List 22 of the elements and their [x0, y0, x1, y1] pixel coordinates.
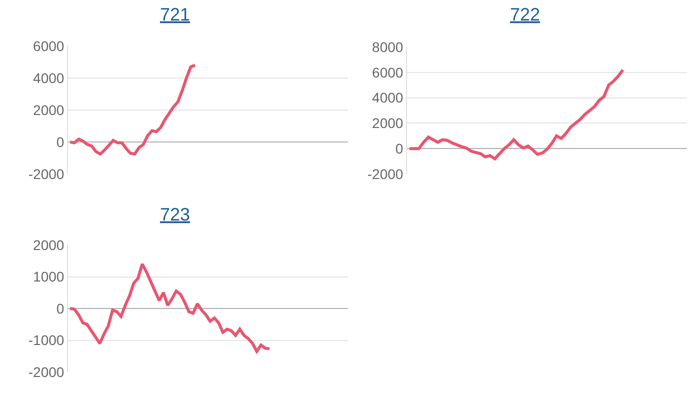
chart-title: 722 — [510, 4, 540, 24]
y-tick-label: -2000 — [367, 166, 404, 182]
y-tick-label: 4000 — [372, 90, 404, 106]
chart-title: 721 — [160, 4, 190, 24]
y-tick-label: 0 — [56, 300, 64, 316]
y-tick-label: 6000 — [33, 38, 64, 54]
y-tick-label: 4000 — [33, 70, 64, 86]
y-tick-label: -2000 — [28, 166, 64, 182]
y-tick-label: 8000 — [372, 38, 404, 55]
y-tick-label: 2000 — [33, 236, 64, 253]
y-tick-label: 2000 — [372, 115, 404, 132]
chart-title: 723 — [160, 204, 190, 224]
y-tick-label: 0 — [56, 134, 64, 150]
y-tick-label: -1000 — [28, 332, 64, 348]
line-series — [68, 64, 197, 156]
y-tick-label: 0 — [395, 140, 404, 156]
line-series — [408, 68, 624, 160]
y-tick-label: 6000 — [372, 64, 404, 80]
line-series — [68, 262, 272, 353]
y-tick-label: -2000 — [28, 364, 64, 380]
y-tick-label: 1000 — [33, 268, 64, 285]
y-tick-label: 2000 — [33, 102, 64, 118]
